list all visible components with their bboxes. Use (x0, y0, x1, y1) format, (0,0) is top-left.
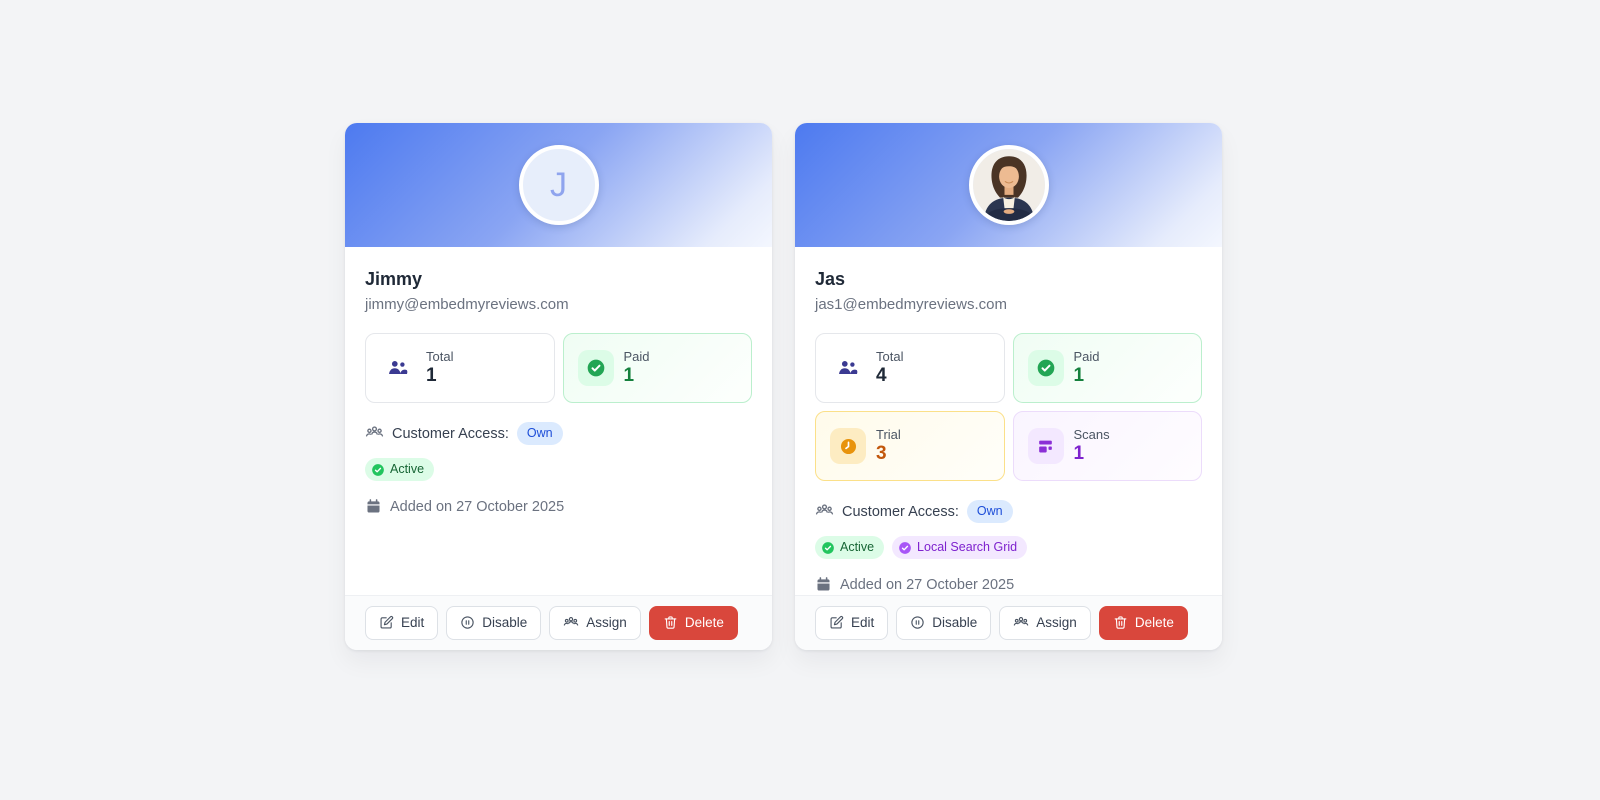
stat-label: Scans (1073, 427, 1110, 443)
added-date-text: Added on 27 October 2025 (390, 498, 565, 515)
status-badges-row: Active Local Search Grid (815, 536, 1202, 559)
disable-button[interactable]: Disable (896, 605, 992, 640)
status-badges-row: Active (365, 458, 752, 481)
users-icon (830, 350, 866, 386)
user-email: jas1@embedmyreviews.com (815, 296, 1007, 313)
check-circle-icon (577, 350, 614, 386)
assign-button[interactable]: Assign (999, 605, 1091, 640)
group-icon (563, 615, 579, 631)
stat-value: 1 (1073, 443, 1085, 465)
status-badge-active: Active (815, 536, 885, 559)
added-date-row: Added on 27 October 2025 (365, 498, 752, 515)
added-date-row: Added on 27 October 2025 (815, 576, 1202, 593)
card-header-banner (795, 123, 1222, 247)
access-badge-own: Own (516, 422, 563, 445)
group-icon (1013, 615, 1029, 631)
pause-circle-icon (460, 615, 475, 630)
user-card-jimmy: J Jimmy jimmy@embedmyreviews.com Total 1 (345, 123, 772, 650)
user-cards-row: J Jimmy jimmy@embedmyreviews.com Total 1 (345, 123, 1222, 650)
status-badge-local-search-grid: Local Search Grid (892, 536, 1028, 559)
customer-access-row: Customer Access: Own (815, 500, 1202, 523)
layout-grid-icon (1027, 428, 1064, 464)
customer-access-row: Customer Access: Own (365, 422, 752, 445)
delete-button[interactable]: Delete (648, 605, 738, 640)
group-icon (815, 502, 834, 521)
user-photo (972, 149, 1045, 221)
stat-tile-paid: Paid 1 (1012, 333, 1202, 403)
check-circle-icon (371, 463, 385, 477)
customer-access-label: Customer Access: (842, 503, 959, 520)
check-circle-icon (898, 541, 912, 555)
stat-label: Paid (1073, 349, 1100, 365)
status-badge-active: Active (365, 458, 435, 481)
group-icon (365, 424, 384, 443)
user-card-jas: Jas jas1@embedmyreviews.com Total 4 (795, 123, 1222, 650)
access-badge-own: Own (966, 500, 1013, 523)
stat-tile-total: Total 1 (365, 333, 555, 403)
card-footer: Edit Disable Assign Delete (795, 594, 1222, 650)
card-body: Jas jas1@embedmyreviews.com Total 4 (795, 247, 1222, 595)
stat-tile-total: Total 4 (815, 333, 1005, 403)
user-email: jimmy@embedmyreviews.com (365, 296, 569, 313)
stat-value: 3 (876, 443, 887, 465)
stat-value: 4 (876, 365, 887, 387)
check-circle-icon (821, 541, 835, 555)
customer-access-label: Customer Access: (392, 425, 509, 442)
disable-button[interactable]: Disable (446, 605, 542, 640)
user-name: Jimmy (365, 269, 423, 289)
edit-button[interactable]: Edit (815, 605, 889, 640)
stat-label: Trial (876, 427, 901, 443)
stat-tile-scans: Scans 1 (1012, 411, 1202, 481)
user-name: Jas (815, 269, 846, 289)
stat-label: Paid (623, 349, 650, 365)
delete-button[interactable]: Delete (1098, 605, 1188, 640)
avatar (968, 145, 1049, 225)
card-footer: Edit Disable Assign Delete (345, 594, 772, 650)
stat-tile-trial: Trial 3 (815, 411, 1005, 481)
card-header-banner: J (345, 123, 772, 247)
pause-circle-icon (910, 615, 925, 630)
check-circle-icon (1027, 350, 1064, 386)
edit-pen-icon (379, 615, 394, 630)
calendar-icon (365, 498, 382, 515)
stat-value: 1 (1073, 365, 1085, 387)
edit-pen-icon (829, 615, 844, 630)
edit-button[interactable]: Edit (365, 605, 439, 640)
avatar: J (518, 145, 599, 225)
calendar-icon (815, 576, 832, 593)
users-icon (380, 350, 416, 386)
clock-icon (830, 428, 866, 464)
stat-label: Total (426, 349, 454, 365)
stats-grid: Total 1 Paid 1 (365, 333, 752, 403)
stats-grid: Total 4 Paid 1 (815, 333, 1202, 481)
stat-value: 1 (623, 365, 635, 387)
avatar-initial: J (550, 166, 567, 204)
trash-icon (1113, 615, 1128, 630)
card-body: Jimmy jimmy@embedmyreviews.com Total 1 (345, 247, 772, 595)
assign-button[interactable]: Assign (549, 605, 641, 640)
stat-tile-paid: Paid 1 (562, 333, 752, 403)
trash-icon (663, 615, 678, 630)
stat-label: Total (876, 349, 904, 365)
added-date-text: Added on 27 October 2025 (840, 576, 1015, 593)
stat-value: 1 (426, 365, 437, 387)
